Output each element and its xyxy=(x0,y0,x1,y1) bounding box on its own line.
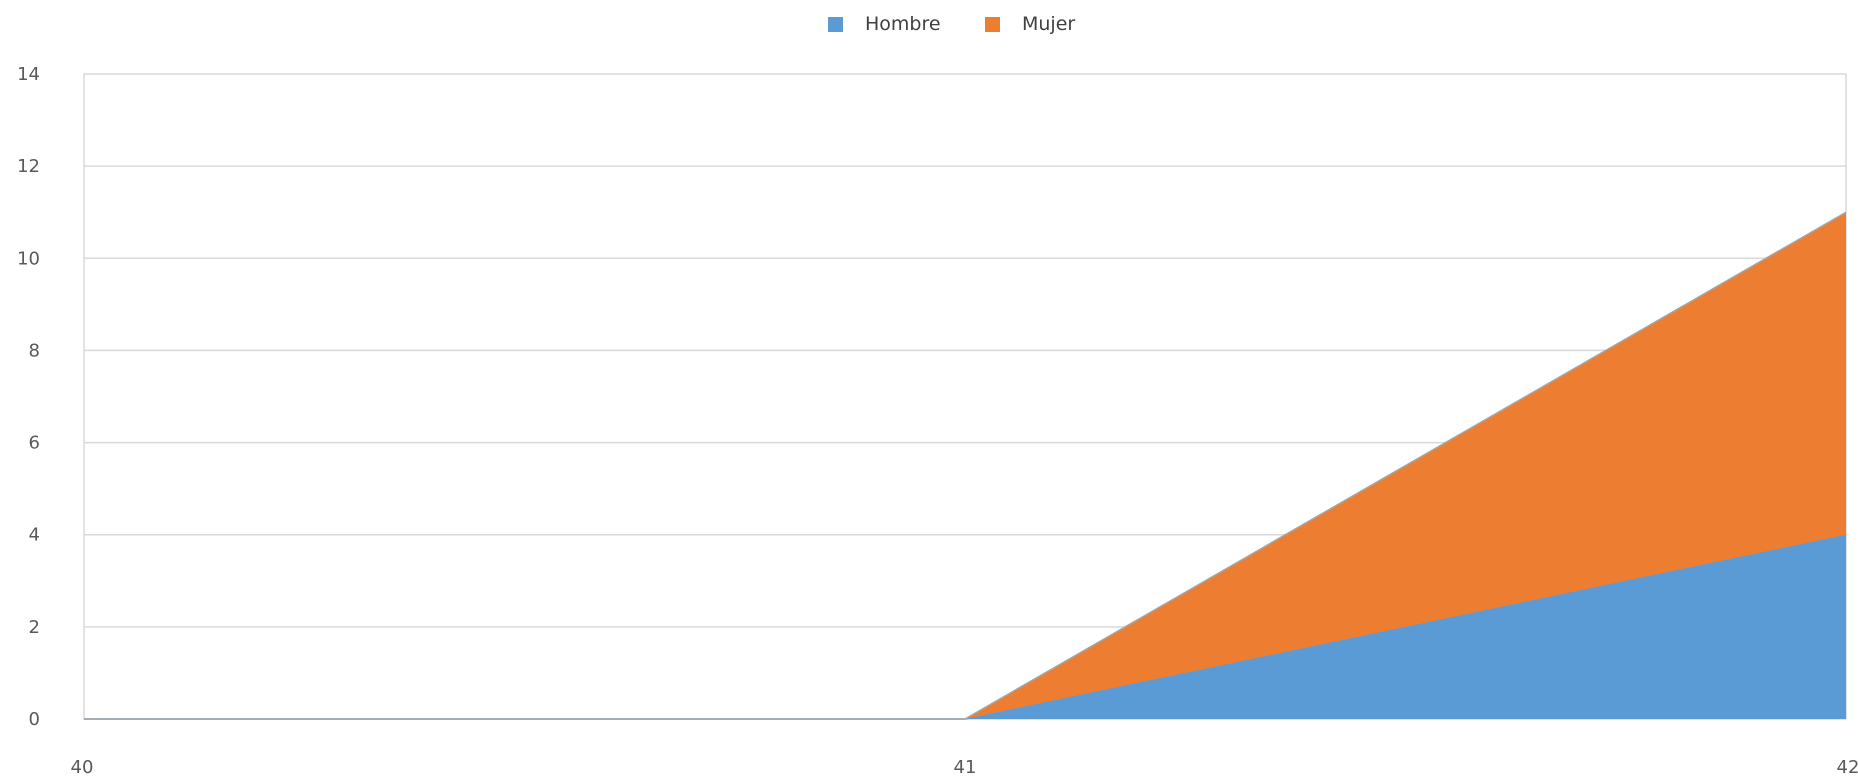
legend-swatch-mujer xyxy=(985,17,1000,32)
y-tick-label: 8 xyxy=(29,340,40,361)
y-tick-label: 14 xyxy=(17,64,40,85)
legend-label-hombre: Hombre xyxy=(865,13,941,35)
y-tick-label: 4 xyxy=(29,525,40,546)
x-tick-label: 41 xyxy=(954,757,977,778)
x-axis-tick-labels: 40 41 42 xyxy=(71,757,1858,778)
y-axis-tick-labels: 0 2 4 6 8 10 12 14 xyxy=(17,64,40,730)
x-tick-label: 40 xyxy=(71,757,94,778)
y-tick-label: 10 xyxy=(17,248,40,269)
area-edge-mujer xyxy=(84,211,1847,720)
y-tick-label: 2 xyxy=(29,617,40,638)
area-series-layer xyxy=(84,211,1847,720)
y-tick-label: 12 xyxy=(17,156,40,177)
x-tick-label: 42 xyxy=(1837,757,1858,778)
area-hombre xyxy=(84,534,1846,719)
y-tick-label: 0 xyxy=(29,709,40,730)
legend-swatch-hombre xyxy=(828,17,843,32)
legend: Hombre Mujer xyxy=(828,13,1075,35)
area-mujer xyxy=(84,212,1846,719)
y-tick-label: 6 xyxy=(29,433,40,454)
legend-label-mujer: Mujer xyxy=(1022,13,1075,35)
